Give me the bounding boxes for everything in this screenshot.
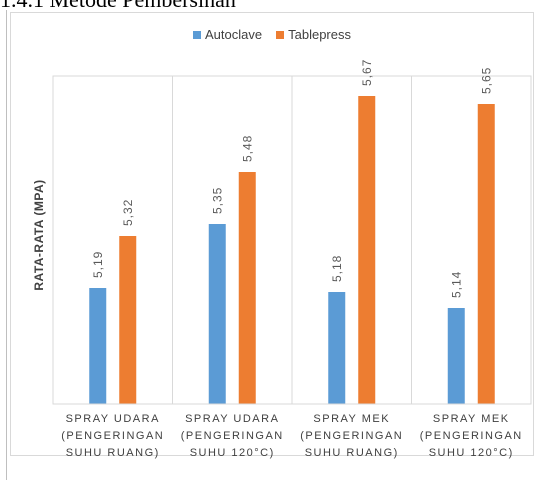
data-label-tablepress-1: 5,32 [121, 199, 135, 226]
bar-autoclave-2 [208, 224, 226, 404]
data-label-tablepress-2: 5,48 [240, 135, 254, 162]
bar-autoclave-4 [447, 308, 465, 404]
x-tick-label-3: SPRAY MEK (PENGERINGAN SUHU RUANG) [292, 411, 412, 462]
x-tick-label-line: SPRAY MEK [313, 413, 391, 425]
x-tick-label-line: (PENGERINGAN [61, 430, 165, 442]
bar-autoclave-3 [328, 292, 346, 404]
data-label-autoclave-2: 5,35 [210, 187, 224, 214]
x-tick-label-line: SPRAY UDARA [65, 413, 160, 425]
bar-autoclave-1 [89, 288, 107, 404]
page-margin-rule [6, 10, 7, 480]
legend-label-tablepress: Tablepress [288, 27, 351, 42]
chart-frame [10, 12, 534, 456]
bar-tablepress-4 [477, 104, 495, 404]
x-tick-label-2: SPRAY UDARA (PENGERINGAN SUHU 120°C) [172, 411, 292, 462]
data-label-autoclave-1: 5,19 [91, 251, 105, 278]
legend-swatch-tablepress [276, 30, 285, 39]
x-tick-label-line: SPRAY MEK [432, 413, 510, 425]
x-tick-label-line: (PENGERINGAN [300, 430, 404, 442]
data-label-tablepress-4: 5,65 [479, 67, 493, 94]
bar-tablepress-1 [119, 236, 137, 404]
legend-item-autoclave: Autoclave [193, 27, 262, 42]
x-tick-label-line: (PENGERINGAN [180, 430, 284, 442]
x-tick-label-line: SUHU RUANG) [65, 447, 160, 459]
bar-tablepress-2 [238, 172, 256, 404]
chart-legend: Autoclave Tablepress [0, 27, 544, 42]
legend-label-autoclave: Autoclave [205, 27, 263, 42]
data-label-autoclave-3: 5,18 [330, 255, 344, 282]
x-tick-label-line: (PENGERINGAN [419, 430, 523, 442]
data-label-autoclave-4: 5,14 [449, 271, 463, 298]
legend-swatch-autoclave [193, 30, 202, 39]
x-tick-label-line: SUHU 120°C) [189, 447, 275, 459]
document-heading: 1.4.1 Metode Pembersihan [0, 0, 300, 12]
x-tick-label-1: SPRAY UDARA (PENGERINGAN SUHU RUANG) [53, 411, 173, 462]
data-label-tablepress-3: 5,67 [360, 59, 374, 86]
x-tick-label-line: SPRAY UDARA [185, 413, 280, 425]
x-tick-label-line: SUHU 120°C) [428, 447, 514, 459]
bar-tablepress-3 [358, 96, 376, 404]
x-tick-label-4: SPRAY MEK (PENGERINGAN SUHU 120°C) [411, 411, 531, 462]
x-tick-label-line: SUHU RUANG) [304, 447, 399, 459]
legend-item-tablepress: Tablepress [276, 27, 351, 42]
